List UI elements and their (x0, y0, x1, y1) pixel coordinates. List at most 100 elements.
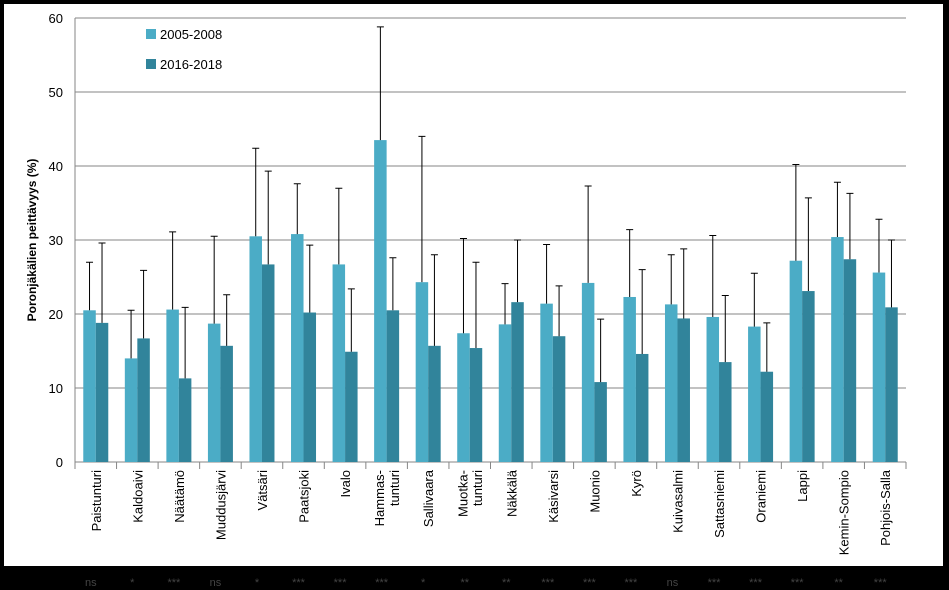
significance-label: ns (85, 577, 97, 589)
error-bar (293, 183, 301, 235)
bar (706, 316, 720, 462)
significance-label: * (421, 577, 426, 589)
error-bar (140, 269, 148, 339)
x-tick-label: Muddusjärvi (213, 470, 228, 540)
error-bar (555, 285, 563, 337)
bar (789, 260, 803, 462)
x-tick-label: Kuivasalmi (670, 470, 685, 533)
x-tick-label: Pohjois-Salla (878, 469, 893, 546)
error-bar (887, 239, 895, 308)
error-bar (459, 238, 467, 334)
error-bar (763, 322, 771, 372)
error-bar (514, 239, 522, 303)
error-bar (709, 235, 717, 317)
x-tick-label: Kemin-Sompio (837, 470, 852, 555)
bar (137, 338, 150, 462)
legend-swatch (146, 59, 156, 69)
bar (374, 140, 387, 462)
x-tick-label: Näätämö (172, 470, 187, 523)
bar (332, 264, 346, 462)
error-bar (418, 135, 426, 283)
bar (345, 351, 358, 462)
legend-label: 2005-2008 (160, 27, 222, 42)
x-tick-label: Muonio (587, 470, 602, 513)
significance-label: *** (874, 577, 888, 589)
bar (831, 237, 844, 462)
error-bar (792, 164, 800, 261)
bar (677, 318, 690, 462)
significance-label: ** (502, 577, 511, 589)
bar (415, 282, 429, 462)
significance-label: *** (167, 577, 181, 589)
y-tick-label: 0 (56, 455, 63, 470)
bar (469, 348, 483, 462)
bar (872, 272, 886, 462)
error-bar (264, 170, 272, 265)
error-bar (846, 192, 854, 260)
error-bar (181, 306, 189, 379)
error-bar (210, 235, 218, 324)
bar (760, 371, 774, 462)
error-bar (543, 243, 551, 304)
significance-label: *** (791, 577, 805, 589)
error-bar (86, 261, 94, 311)
bar (581, 282, 595, 462)
bar (249, 236, 262, 462)
bar (802, 291, 815, 462)
bar (457, 333, 470, 462)
significance-label: ** (834, 577, 843, 589)
x-tick-label: Vätsäri (255, 470, 270, 511)
error-bar (223, 294, 231, 346)
y-axis-label: Poronjäkälien peittävyys (%) (25, 159, 39, 322)
x-tick-label: Paatsjoki (297, 470, 312, 523)
significance-label: *** (292, 577, 306, 589)
error-bar (430, 254, 438, 346)
error-bar (376, 26, 384, 141)
y-tick-label: 10 (49, 381, 63, 396)
bar (124, 358, 138, 462)
significance-label: *** (625, 577, 639, 589)
bar (623, 296, 636, 462)
significance-label: *** (541, 577, 555, 589)
legend-label: 2016-2018 (160, 57, 222, 72)
error-bar (252, 147, 260, 237)
x-tick-label: Muotka-tunturi (455, 470, 485, 517)
legend-swatch (146, 29, 156, 39)
error-bar (875, 218, 883, 273)
significance-label: *** (708, 577, 722, 589)
x-tick-label: Sattasniemi (712, 470, 727, 538)
x-tick-label: Kaldoaivi (130, 470, 145, 523)
bar (748, 326, 761, 462)
bar (635, 353, 649, 462)
bar (428, 345, 441, 462)
error-bar (680, 248, 688, 319)
bar (303, 312, 317, 462)
significance-label: *** (334, 577, 348, 589)
x-tick-label: Lappi (795, 470, 810, 502)
y-tick-label: 20 (49, 307, 63, 322)
bar (220, 345, 233, 462)
y-tick-label: 50 (49, 85, 63, 100)
x-tick-label: Näkkälä (504, 469, 519, 517)
x-tick-label: Käsivarsi (546, 470, 561, 523)
error-bar (389, 257, 397, 311)
significance-label: ** (460, 577, 469, 589)
bar (719, 362, 732, 462)
bar (83, 310, 96, 462)
error-bar (169, 231, 177, 310)
bar (95, 322, 109, 462)
significance-label: *** (583, 577, 597, 589)
bar (291, 234, 304, 462)
bar (843, 259, 857, 462)
error-bar (501, 283, 509, 325)
significance-label: *** (749, 577, 763, 589)
y-tick-label: 60 (49, 11, 63, 26)
significance-label: *** (375, 577, 389, 589)
significance-label: ns (210, 577, 222, 589)
bar (386, 310, 400, 462)
x-tick-label: Sallivaara (421, 469, 436, 527)
bar (207, 323, 221, 462)
error-bar (626, 229, 634, 297)
bar (552, 336, 566, 462)
bar (178, 378, 192, 462)
